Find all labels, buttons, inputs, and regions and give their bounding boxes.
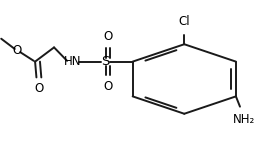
Text: O: O	[103, 80, 113, 93]
Text: HN: HN	[64, 55, 82, 68]
Text: O: O	[34, 82, 44, 95]
Text: O: O	[103, 30, 113, 43]
Text: O: O	[13, 44, 22, 57]
Text: NH₂: NH₂	[233, 113, 255, 126]
Text: Cl: Cl	[179, 15, 190, 28]
Text: S: S	[101, 55, 110, 68]
